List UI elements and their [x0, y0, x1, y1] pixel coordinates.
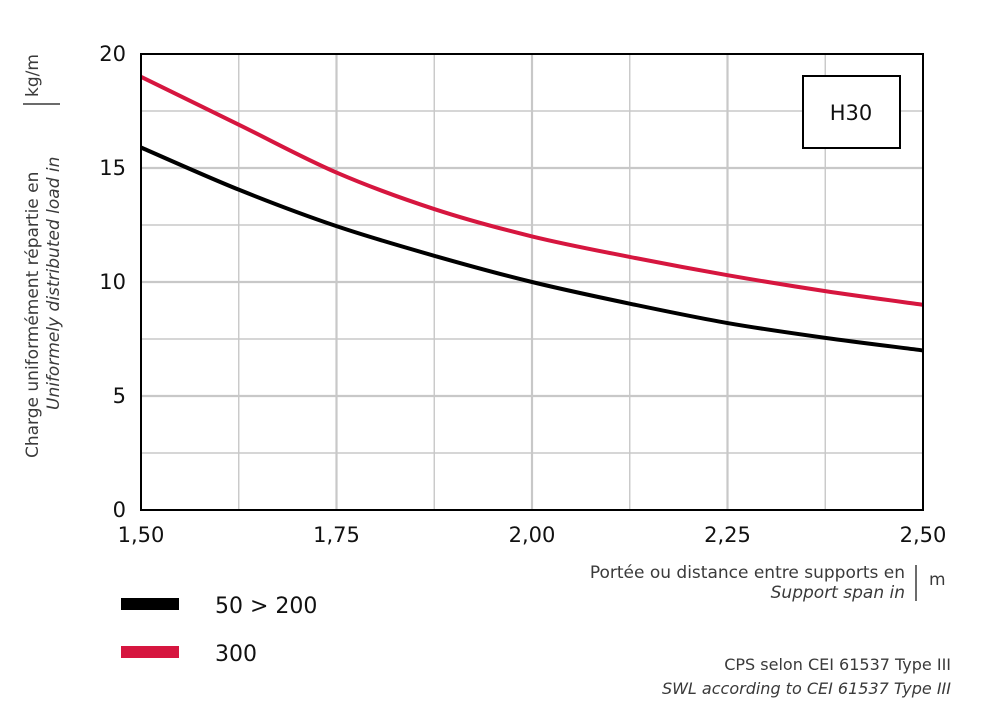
y-tick-label: 10 [99, 270, 126, 294]
y-tick-label: 20 [99, 42, 126, 66]
y-axis-label-fr: Charge uniformément répartie en [23, 172, 43, 458]
x-tick-labels: 1,50 1,75 2,00 2,25 2,50 [118, 523, 947, 547]
y-axis-label-en: Uniformely distributed load in [44, 157, 64, 410]
x-axis-label-en: Support span in [771, 583, 905, 603]
x-tick-label: 1,50 [118, 523, 165, 547]
x-tick-label: 2,25 [704, 523, 751, 547]
series-curves [140, 75, 924, 353]
y-tick-labels: 0 5 10 15 20 [99, 42, 126, 522]
x-axis-unit: m [929, 570, 946, 590]
legend-label-series-2: 300 [215, 642, 257, 667]
y-axis-label: Charge uniformément répartie en Uniforme… [23, 54, 64, 458]
y-axis-unit: kg/m [23, 54, 43, 97]
y-tick-label: 15 [99, 156, 126, 180]
legend-swatch-series-1 [121, 598, 179, 610]
badge-box [802, 75, 901, 149]
legend: 50 > 200 300 [121, 594, 317, 667]
y-tick-label: 0 [113, 498, 126, 522]
series-line-2 [140, 75, 924, 307]
footnote-fr: CPS selon CEI 61537 Type III [724, 655, 951, 674]
y-tick-label: 5 [113, 384, 126, 408]
plot-frame [140, 53, 924, 511]
legend-swatch-series-2 [121, 646, 179, 658]
footnote-en: SWL according to CEI 61537 Type III [662, 679, 951, 698]
x-tick-label: 2,50 [900, 523, 947, 547]
legend-label-series-1: 50 > 200 [215, 594, 317, 619]
x-tick-label: 1,75 [313, 523, 360, 547]
x-axis-label-fr: Portée ou distance entre supports en [590, 563, 905, 583]
series-line-1 [140, 145, 924, 353]
badge-label: H30 [830, 101, 873, 125]
x-tick-label: 2,00 [509, 523, 556, 547]
grid-lines [141, 54, 923, 510]
